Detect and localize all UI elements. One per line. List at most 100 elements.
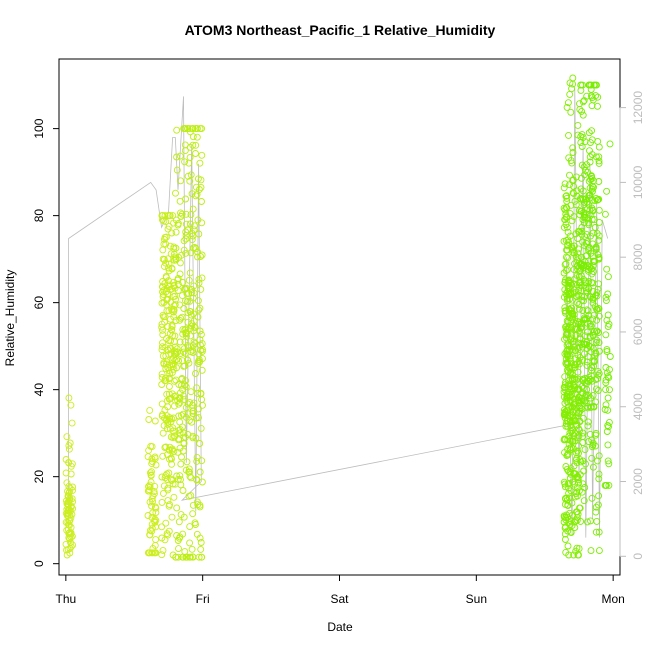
data-point: [176, 472, 184, 480]
data-point: [197, 331, 205, 338]
data-point: [175, 412, 183, 420]
data-point: [567, 402, 575, 410]
data-point: [562, 192, 570, 200]
data-point: [173, 364, 181, 372]
data-point: [189, 510, 197, 518]
data-point: [65, 445, 73, 453]
data-point: [579, 389, 587, 397]
data-point: [159, 331, 167, 339]
data-point: [194, 248, 202, 256]
data-point: [603, 369, 611, 377]
data-point: [575, 551, 582, 559]
data-point: [198, 347, 206, 355]
data-point: [176, 389, 184, 397]
data-point: [604, 373, 612, 381]
data-point: [193, 133, 201, 141]
data-point: [182, 220, 190, 228]
data-point: [571, 430, 579, 438]
data-point: [65, 394, 73, 402]
data-point: [594, 371, 602, 379]
data-point: [593, 517, 601, 525]
data-point: [182, 330, 190, 338]
data-point: [602, 293, 610, 301]
data-point: [165, 264, 172, 272]
data-point: [576, 504, 583, 512]
data-point: [184, 298, 191, 306]
data-point: [564, 351, 572, 359]
data-point: [568, 522, 576, 530]
data-point: [606, 140, 614, 148]
data-point: [567, 470, 575, 478]
data-point: [187, 388, 195, 396]
data-point: [570, 462, 578, 470]
data-point: [178, 453, 185, 461]
data-point: [583, 361, 591, 369]
data-point: [179, 330, 187, 338]
data-point: [569, 149, 577, 156]
data-point: [163, 335, 170, 342]
data-point: [151, 455, 159, 463]
data-point: [562, 210, 570, 218]
data-point: [159, 352, 167, 360]
data-point: [603, 348, 611, 355]
data-point: [177, 314, 185, 322]
data-point: [188, 322, 196, 330]
data-point: [580, 297, 588, 305]
data-point: [562, 260, 570, 268]
data-point: [198, 366, 206, 374]
data-point: [585, 438, 592, 446]
data-point: [603, 265, 611, 273]
data-point: [605, 460, 613, 468]
data-point: [152, 549, 160, 557]
data-point: [164, 486, 172, 494]
data-point: [177, 212, 185, 220]
data-point: [587, 394, 595, 402]
data-point: [581, 446, 589, 454]
data-point: [162, 272, 170, 280]
data-point: [560, 436, 568, 444]
data-point: [186, 473, 194, 481]
data-point: [580, 214, 588, 222]
data-point: [594, 251, 602, 259]
data-point: [179, 530, 187, 538]
data-point: [586, 264, 594, 272]
data-point: [587, 403, 595, 411]
data-point: [582, 391, 590, 399]
data-point: [192, 414, 200, 422]
data-point: [69, 483, 77, 491]
data-point: [195, 279, 203, 287]
data-point: [198, 478, 206, 486]
data-point: [577, 81, 585, 89]
data-point: [588, 443, 596, 451]
data-point: [577, 185, 585, 193]
data-point: [604, 441, 612, 449]
data-point: [189, 434, 197, 442]
data-point: [186, 153, 194, 161]
data-point: [164, 255, 172, 263]
data-point: [579, 307, 587, 314]
data-point: [63, 479, 71, 487]
data-point: [176, 429, 184, 437]
data-point: [566, 171, 573, 179]
data-point: [578, 405, 586, 413]
data-point: [586, 153, 594, 161]
data-point: [185, 276, 193, 284]
plot-frame: [58, 58, 621, 576]
data-point: [195, 230, 203, 238]
data-point: [604, 290, 612, 298]
data-point: [566, 509, 574, 517]
data-point: [192, 192, 200, 200]
data-point: [584, 307, 592, 315]
data-point: [569, 346, 577, 354]
data-point: [584, 353, 592, 361]
data-point: [196, 336, 204, 344]
y2-tick-label: 10000: [631, 165, 645, 199]
data-point: [573, 473, 581, 481]
data-point: [183, 553, 191, 561]
data-point: [568, 243, 576, 251]
data-point: [560, 184, 568, 192]
data-point: [162, 352, 170, 360]
data-point: [575, 305, 583, 313]
data-point: [191, 324, 199, 331]
data-point: [577, 404, 585, 412]
